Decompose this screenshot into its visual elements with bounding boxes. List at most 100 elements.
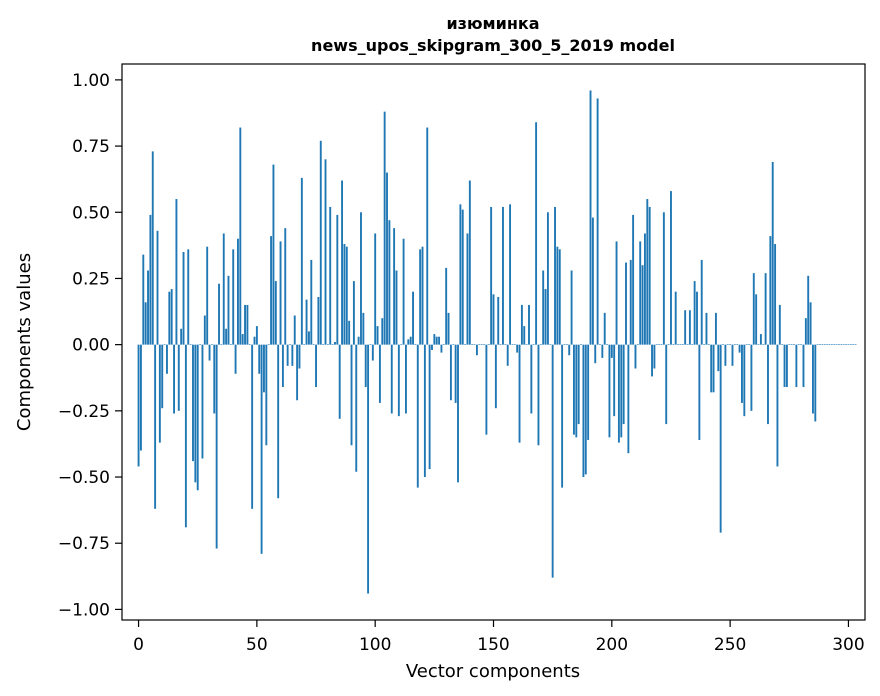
bar-66 bbox=[293, 315, 296, 345]
bar-164 bbox=[525, 344, 528, 345]
bar-18 bbox=[180, 328, 183, 345]
bar-136 bbox=[459, 204, 462, 345]
bar-25 bbox=[196, 344, 199, 491]
bar-177 bbox=[556, 246, 559, 345]
bar-125 bbox=[433, 334, 436, 345]
bar-174 bbox=[549, 344, 552, 345]
bar-209 bbox=[632, 214, 635, 345]
bar-88 bbox=[345, 246, 348, 345]
bar-222 bbox=[662, 212, 665, 345]
bar-274 bbox=[785, 344, 788, 388]
bar-241 bbox=[707, 344, 710, 345]
bar-92 bbox=[355, 344, 358, 472]
bar-68 bbox=[298, 344, 301, 369]
bar-239 bbox=[703, 344, 706, 345]
bar-74 bbox=[312, 344, 315, 345]
bar-129 bbox=[442, 344, 445, 345]
bar-227 bbox=[674, 291, 677, 345]
bar-91 bbox=[352, 281, 355, 345]
bar-286 bbox=[814, 344, 817, 422]
bar-35 bbox=[220, 344, 223, 345]
y-tick-label: −0.75 bbox=[58, 534, 110, 554]
bar-289 bbox=[821, 344, 824, 345]
bar-277 bbox=[793, 344, 795, 345]
bar-142 bbox=[473, 344, 476, 345]
bar-4 bbox=[147, 270, 149, 345]
bar-261 bbox=[755, 294, 758, 345]
bar-144 bbox=[478, 344, 481, 345]
bar-268 bbox=[771, 161, 774, 345]
bar-114 bbox=[407, 339, 410, 345]
bar-131 bbox=[447, 312, 450, 345]
bar-17 bbox=[177, 344, 180, 411]
bar-57 bbox=[272, 164, 275, 345]
bar-201 bbox=[613, 344, 616, 417]
bar-73 bbox=[310, 259, 313, 345]
x-tick-label: 150 bbox=[477, 635, 509, 655]
bar-167 bbox=[532, 344, 535, 345]
bar-247 bbox=[722, 344, 724, 345]
bar-185 bbox=[575, 344, 578, 438]
bar-197 bbox=[603, 312, 606, 345]
bar-200 bbox=[610, 344, 613, 358]
bar-154 bbox=[502, 206, 504, 345]
bar-47 bbox=[248, 344, 251, 345]
bar-171 bbox=[542, 270, 545, 345]
bar-216 bbox=[648, 206, 651, 345]
bar-36 bbox=[222, 233, 225, 345]
bar-219 bbox=[655, 344, 658, 345]
bar-194 bbox=[596, 98, 599, 345]
bar-46 bbox=[246, 304, 249, 345]
bar-267 bbox=[769, 236, 772, 345]
bar-298 bbox=[842, 344, 845, 345]
bar-269 bbox=[774, 244, 777, 345]
x-axis-label: Vector components bbox=[406, 661, 580, 682]
bar-262 bbox=[757, 344, 760, 345]
bar-95 bbox=[362, 312, 365, 345]
bar-206 bbox=[625, 262, 627, 345]
bar-192 bbox=[591, 217, 594, 345]
bar-21 bbox=[187, 249, 190, 345]
bar-14 bbox=[170, 289, 173, 345]
bar-101 bbox=[376, 326, 379, 345]
bar-128 bbox=[440, 344, 443, 353]
bar-9 bbox=[158, 344, 161, 443]
bar-288 bbox=[819, 344, 821, 345]
bar-82 bbox=[331, 344, 334, 345]
bar-54 bbox=[265, 344, 268, 446]
bar-226 bbox=[672, 344, 675, 345]
bar-115 bbox=[409, 336, 412, 345]
bar-275 bbox=[788, 344, 791, 345]
bar-181 bbox=[565, 344, 568, 345]
bar-62 bbox=[284, 228, 287, 345]
bar-119 bbox=[419, 249, 422, 345]
y-tick-label: 0.25 bbox=[72, 269, 110, 289]
bar-149 bbox=[490, 206, 493, 345]
bar-130 bbox=[445, 267, 448, 345]
bar-40 bbox=[232, 249, 235, 345]
bar-253 bbox=[736, 344, 739, 345]
x-tick-label: 100 bbox=[359, 635, 391, 655]
bar-150 bbox=[492, 294, 495, 345]
bar-186 bbox=[577, 344, 580, 425]
bar-234 bbox=[691, 344, 694, 345]
bar-32 bbox=[213, 344, 216, 414]
bar-99 bbox=[371, 344, 374, 361]
bar-138 bbox=[464, 344, 467, 345]
bar-79 bbox=[324, 159, 327, 345]
bar-224 bbox=[667, 344, 670, 345]
bar-156 bbox=[506, 344, 509, 366]
bar-281 bbox=[802, 344, 805, 388]
bar-184 bbox=[573, 344, 575, 435]
bar-243 bbox=[712, 344, 715, 393]
bar-134 bbox=[454, 344, 457, 403]
bar-3 bbox=[144, 302, 147, 345]
bar-29 bbox=[206, 246, 209, 345]
bar-8 bbox=[156, 230, 159, 345]
bar-236 bbox=[696, 291, 698, 345]
bar-26 bbox=[199, 344, 202, 345]
bar-60 bbox=[279, 241, 282, 345]
bar-139 bbox=[466, 233, 469, 345]
bar-169 bbox=[537, 344, 540, 446]
bar-151 bbox=[494, 344, 497, 409]
